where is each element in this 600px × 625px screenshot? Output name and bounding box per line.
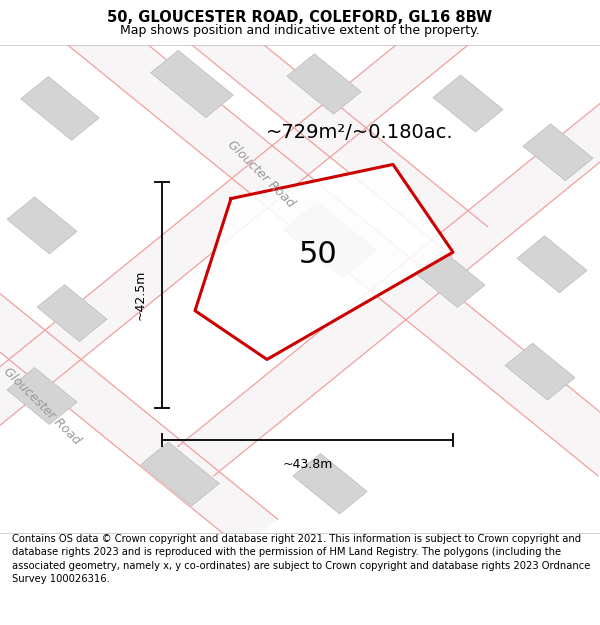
- Polygon shape: [0, 16, 468, 562]
- Polygon shape: [151, 51, 233, 118]
- Polygon shape: [21, 76, 99, 140]
- Polygon shape: [283, 202, 377, 278]
- Polygon shape: [293, 454, 367, 514]
- Text: Contains OS data © Crown copyright and database right 2021. This information is : Contains OS data © Crown copyright and d…: [12, 534, 590, 584]
- Polygon shape: [7, 368, 77, 424]
- Polygon shape: [505, 343, 575, 400]
- Polygon shape: [37, 284, 107, 342]
- Text: Gloucester Road: Gloucester Road: [1, 364, 83, 447]
- Polygon shape: [178, 102, 600, 476]
- Polygon shape: [433, 75, 503, 132]
- Text: Gloucter Road: Gloucter Road: [225, 138, 297, 210]
- Text: ~43.8m: ~43.8m: [283, 458, 332, 471]
- Polygon shape: [195, 164, 453, 359]
- Polygon shape: [7, 197, 77, 254]
- Text: ~729m²/~0.180ac.: ~729m²/~0.180ac.: [266, 123, 454, 142]
- Polygon shape: [415, 251, 485, 308]
- Text: 50: 50: [299, 240, 337, 269]
- Text: ~42.5m: ~42.5m: [134, 269, 147, 320]
- Polygon shape: [287, 54, 361, 114]
- Polygon shape: [0, 0, 600, 476]
- Polygon shape: [112, 0, 488, 256]
- Polygon shape: [517, 236, 587, 293]
- Text: 50, GLOUCESTER ROAD, COLEFORD, GL16 8BW: 50, GLOUCESTER ROAD, COLEFORD, GL16 8BW: [107, 10, 493, 25]
- Polygon shape: [141, 442, 219, 506]
- Polygon shape: [0, 244, 278, 549]
- Text: Map shows position and indicative extent of the property.: Map shows position and indicative extent…: [120, 24, 480, 37]
- Polygon shape: [523, 124, 593, 181]
